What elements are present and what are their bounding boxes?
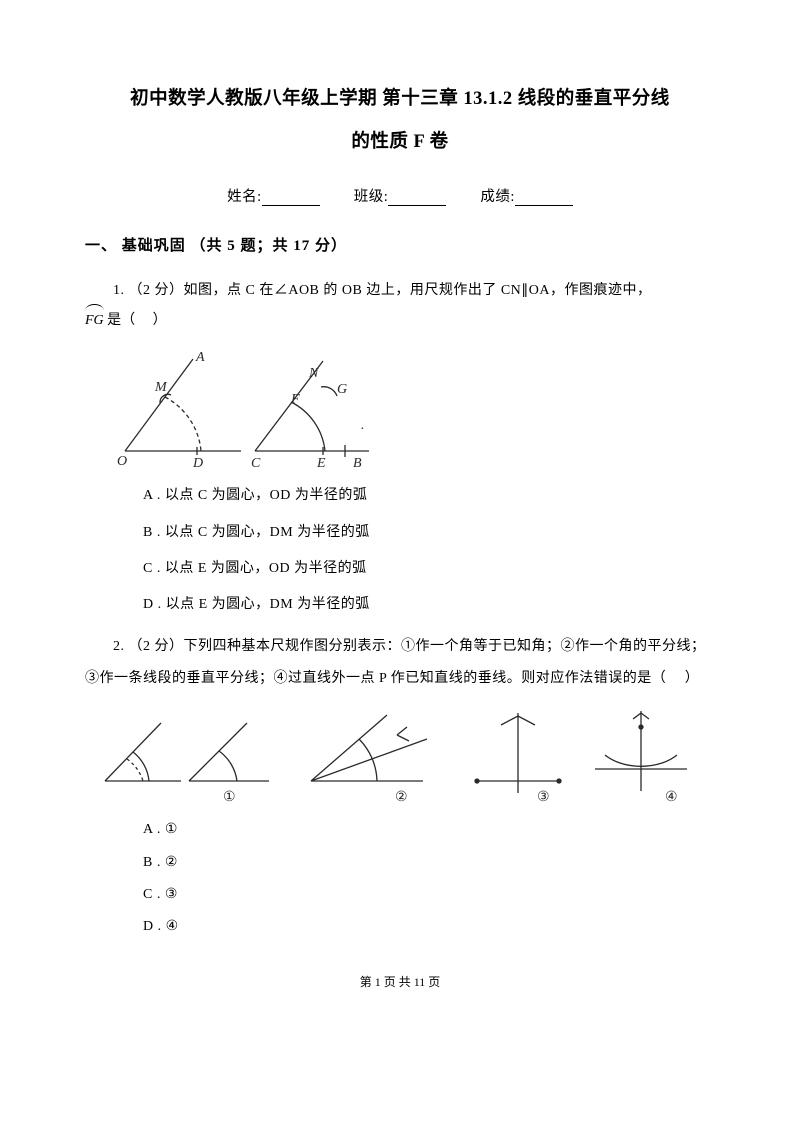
q1-text-a: 如图，点 C 在∠AOB 的 OB 边上，用尺规作出了 CN∥OA，作图痕迹中， [184, 283, 652, 298]
page-footer: 第 1 页 共 11 页 [85, 973, 715, 990]
q2-figure: ① ② ③ ④ [97, 709, 715, 805]
score-label: 成绩: [480, 189, 515, 205]
q1-body: 1. （2 分）如图，点 C 在∠AOB 的 OB 边上，用尺规作出了 CN∥O… [85, 275, 715, 307]
label-F: F [290, 392, 300, 407]
label-O: O [117, 454, 127, 469]
score-blank[interactable] [515, 191, 573, 206]
q2-optC: C . ③ [143, 884, 715, 906]
q2-num: 2. [113, 639, 129, 654]
fig2-num1: ① [223, 790, 236, 805]
title-line1: 初中数学人教版八年级上学期 第十三章 13.1.2 线段的垂直平分线 [130, 89, 670, 109]
q1-figure: A M O D C E B F N G . [113, 349, 715, 471]
q1-num: 1. [113, 283, 129, 298]
label-D: D [192, 456, 203, 471]
q1-line2: FG 是（ ） [85, 307, 715, 335]
q1-optB: B . 以点 C 为圆心，DM 为半径的弧 [143, 522, 715, 544]
q1-text-b: 是（ ） [104, 313, 167, 328]
q1-optA: A . 以点 C 为圆心，OD 为半径的弧 [143, 485, 715, 507]
info-row: 姓名: 班级: 成绩: [85, 185, 715, 206]
q1-points: （2 分） [129, 283, 184, 298]
label-G: G [337, 382, 347, 397]
q2-optB: B . ② [143, 852, 715, 874]
q2-optD: D . ④ [143, 916, 715, 938]
q1-optD: D . 以点 E 为圆心，DM 为半径的弧 [143, 594, 715, 616]
class-blank[interactable] [388, 191, 446, 206]
q2-optA: A . ① [143, 819, 715, 841]
name-blank[interactable] [262, 191, 320, 206]
q2-body: 2. （2 分）下列四种基本尺规作图分别表示：①作一个角等于已知角；②作一个角的… [85, 631, 715, 695]
title-line2: 的性质 F 卷 [351, 132, 448, 152]
q1-optC: C . 以点 E 为圆心，OD 为半径的弧 [143, 558, 715, 580]
label-A: A [195, 350, 205, 365]
arc-fg: FG [85, 307, 104, 335]
page: 初中数学人教版八年级上学期 第十三章 13.1.2 线段的垂直平分线 的性质 F… [0, 0, 800, 1030]
q2-points: （2 分） [129, 639, 184, 654]
label-dot: . [361, 418, 365, 433]
label-N: N [308, 366, 319, 381]
section-heading: 一、 基础巩固 （共 5 题；共 17 分） [85, 234, 715, 255]
label-B: B [353, 456, 362, 471]
label-M: M [154, 380, 168, 395]
name-label: 姓名: [227, 189, 262, 205]
fig2-num4: ④ [665, 790, 678, 805]
fig2-num2: ② [395, 790, 408, 805]
class-label: 班级: [354, 189, 389, 205]
page-title: 初中数学人教版八年级上学期 第十三章 13.1.2 线段的垂直平分线 的性质 F… [85, 78, 715, 163]
fig2-num3: ③ [537, 790, 550, 805]
label-E: E [316, 456, 326, 471]
label-C: C [251, 456, 261, 471]
